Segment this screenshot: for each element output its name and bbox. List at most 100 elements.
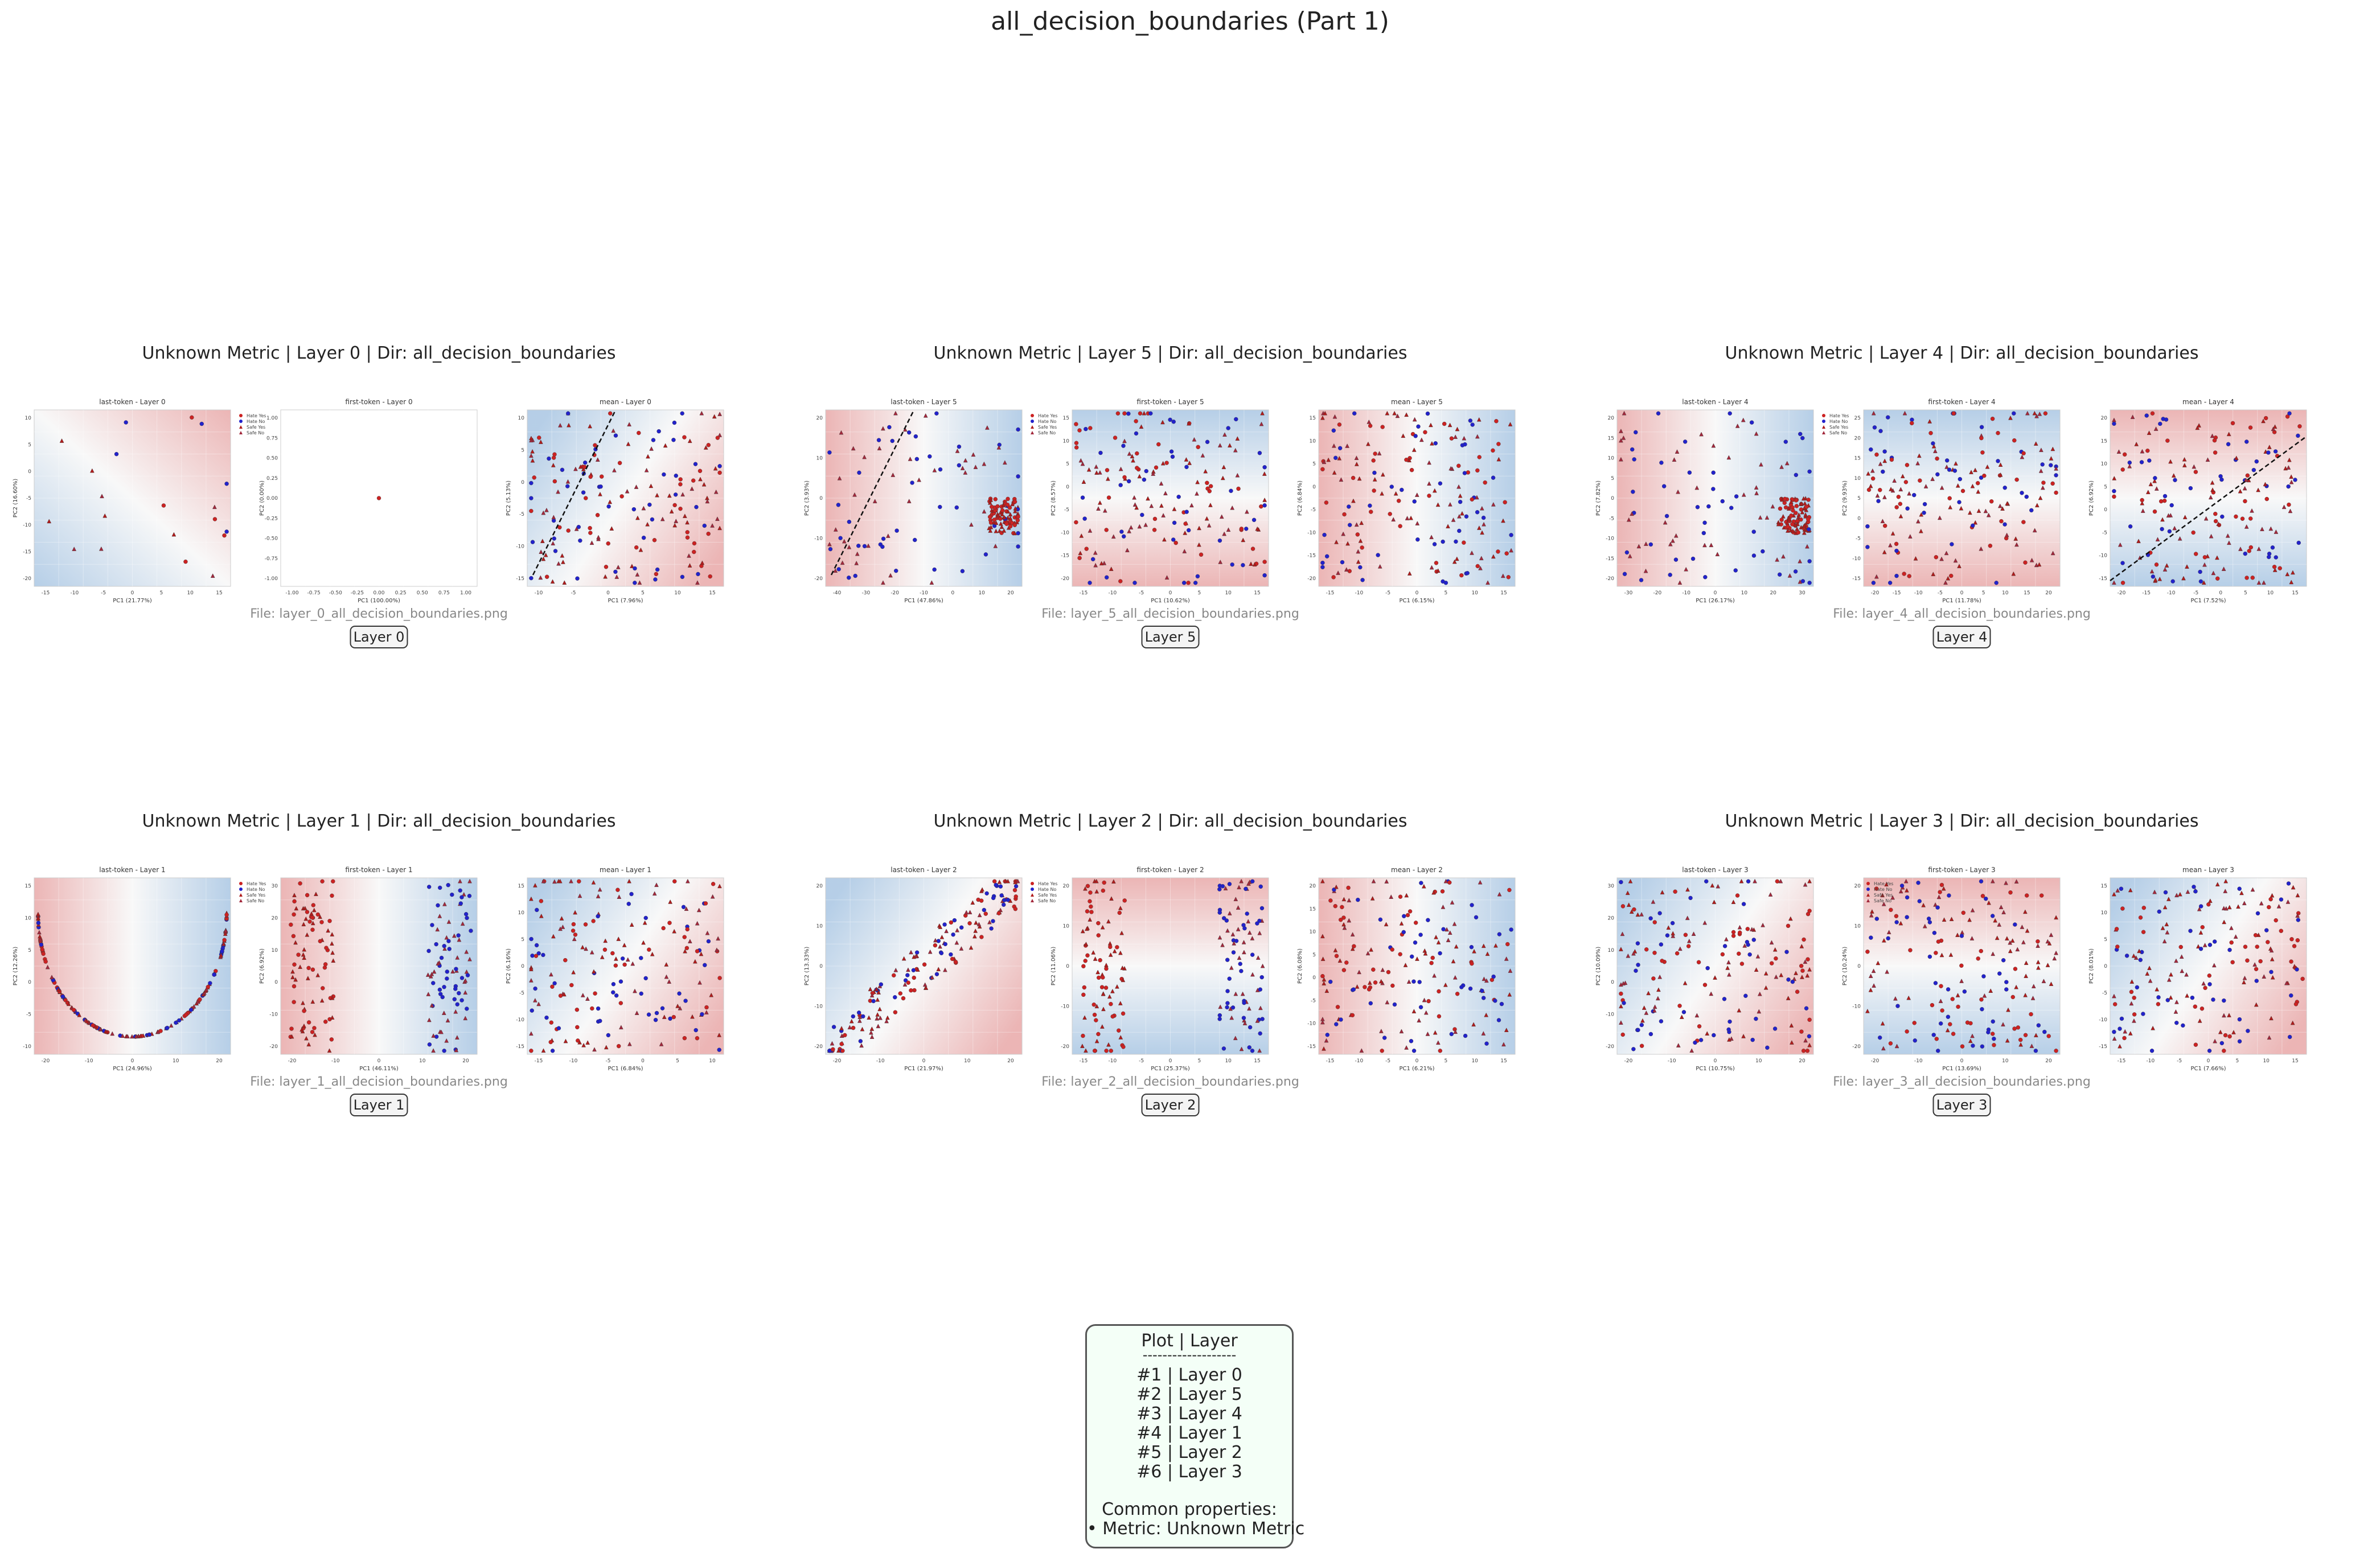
- summary-row: #4 | Layer 1: [1136, 1423, 1242, 1443]
- y-tick-label: 20: [1854, 436, 1861, 441]
- data-point: [996, 445, 1002, 450]
- data-point: [577, 1040, 582, 1045]
- data-point: [2295, 893, 2300, 898]
- data-point: [2254, 979, 2259, 983]
- data-point: [323, 1020, 328, 1024]
- data-point: [459, 895, 464, 899]
- data-point: [659, 1042, 664, 1046]
- data-point: [573, 910, 577, 915]
- data-point: [571, 922, 576, 927]
- data-point: [1933, 981, 1938, 985]
- y-tick-label: 10: [816, 456, 823, 462]
- data-point: [1400, 487, 1404, 492]
- data-point: [434, 942, 438, 947]
- data-point: [1671, 538, 1675, 543]
- data-point: [1320, 560, 1325, 565]
- data-point: [1619, 438, 1623, 443]
- data-point: [600, 955, 605, 959]
- data-point: [1709, 991, 1714, 996]
- data-point: [1959, 506, 1964, 511]
- data-point: [1698, 1038, 1704, 1042]
- y-tick-label: -20: [269, 1044, 278, 1050]
- data-point: [1699, 432, 1704, 437]
- data-point: [967, 910, 972, 914]
- data-point: [1741, 492, 1746, 497]
- y-tick-label: 0: [1066, 484, 1069, 490]
- data-point: [432, 969, 437, 974]
- data-point: [2259, 901, 2264, 906]
- data-point: [552, 479, 557, 484]
- data-point: [695, 949, 700, 954]
- data-point: [1339, 918, 1343, 922]
- data-point: [436, 961, 441, 966]
- data-point: [569, 983, 574, 988]
- data-point: [932, 567, 937, 572]
- legend-marker: [239, 888, 243, 891]
- data-point: [1790, 1040, 1794, 1045]
- data-point: [1624, 550, 1630, 555]
- x-tick-label: -10: [70, 590, 79, 596]
- y-tick-label: -10: [1307, 530, 1316, 536]
- data-point: [1146, 496, 1150, 501]
- data-point: [1726, 1027, 1731, 1032]
- data-point: [1505, 942, 1510, 947]
- data-point: [39, 942, 44, 947]
- data-point: [849, 1018, 854, 1024]
- data-point: [840, 1049, 845, 1053]
- x-tick-label: -10: [876, 1058, 885, 1064]
- data-point: [36, 921, 41, 925]
- data-point: [289, 1026, 294, 1031]
- data-point: [1628, 878, 1633, 884]
- data-point: [2045, 939, 2050, 944]
- data-point: [1094, 464, 1099, 469]
- data-point: [581, 1042, 586, 1047]
- data-point: [310, 927, 315, 932]
- data-point: [616, 936, 621, 941]
- data-point: [872, 499, 877, 503]
- data-point: [588, 424, 592, 429]
- data-point: [1152, 528, 1157, 532]
- data-point: [2173, 478, 2177, 482]
- data-point: [305, 893, 310, 898]
- data-point: [2036, 1023, 2041, 1028]
- data-point: [1377, 564, 1382, 569]
- data-point: [294, 906, 299, 911]
- data-point: [1919, 512, 1924, 517]
- group-title: Unknown Metric | Layer 3 | Dir: all_deci…: [1725, 811, 2199, 831]
- data-point: [1739, 962, 1745, 966]
- data-point: [1121, 1011, 1126, 1016]
- data-point: [1759, 462, 1763, 467]
- data-point: [1952, 469, 1958, 473]
- data-point: [538, 439, 543, 444]
- data-point: [1722, 944, 1727, 948]
- data-point: [879, 982, 884, 987]
- data-point: [2178, 891, 2182, 897]
- data-point: [710, 523, 715, 528]
- data-point: [1917, 899, 1922, 903]
- data-point: [1409, 467, 1414, 473]
- legend-marker: [239, 882, 243, 885]
- data-point: [1236, 905, 1241, 910]
- data-point: [1931, 441, 1935, 446]
- data-point: [2222, 919, 2226, 925]
- data-point: [331, 879, 335, 884]
- data-point: [2132, 1012, 2137, 1017]
- data-point: [532, 475, 536, 480]
- data-point: [933, 943, 938, 948]
- data-point: [1803, 512, 1808, 517]
- data-point: [982, 907, 987, 913]
- x-tick-label: 0: [1169, 1058, 1172, 1064]
- data-point: [1371, 878, 1376, 884]
- data-point: [2267, 1035, 2272, 1040]
- x-tick-label: 0: [951, 590, 954, 596]
- data-point: [1200, 453, 1205, 458]
- data-point: [2207, 943, 2213, 947]
- data-point: [534, 954, 539, 958]
- data-point: [2156, 1002, 2161, 1006]
- data-point: [1932, 931, 1937, 935]
- panel-title: first-token - Layer 4: [1928, 398, 1995, 406]
- data-point: [909, 988, 913, 993]
- data-point: [713, 489, 719, 494]
- data-point: [2210, 433, 2215, 438]
- data-point: [2040, 485, 2045, 490]
